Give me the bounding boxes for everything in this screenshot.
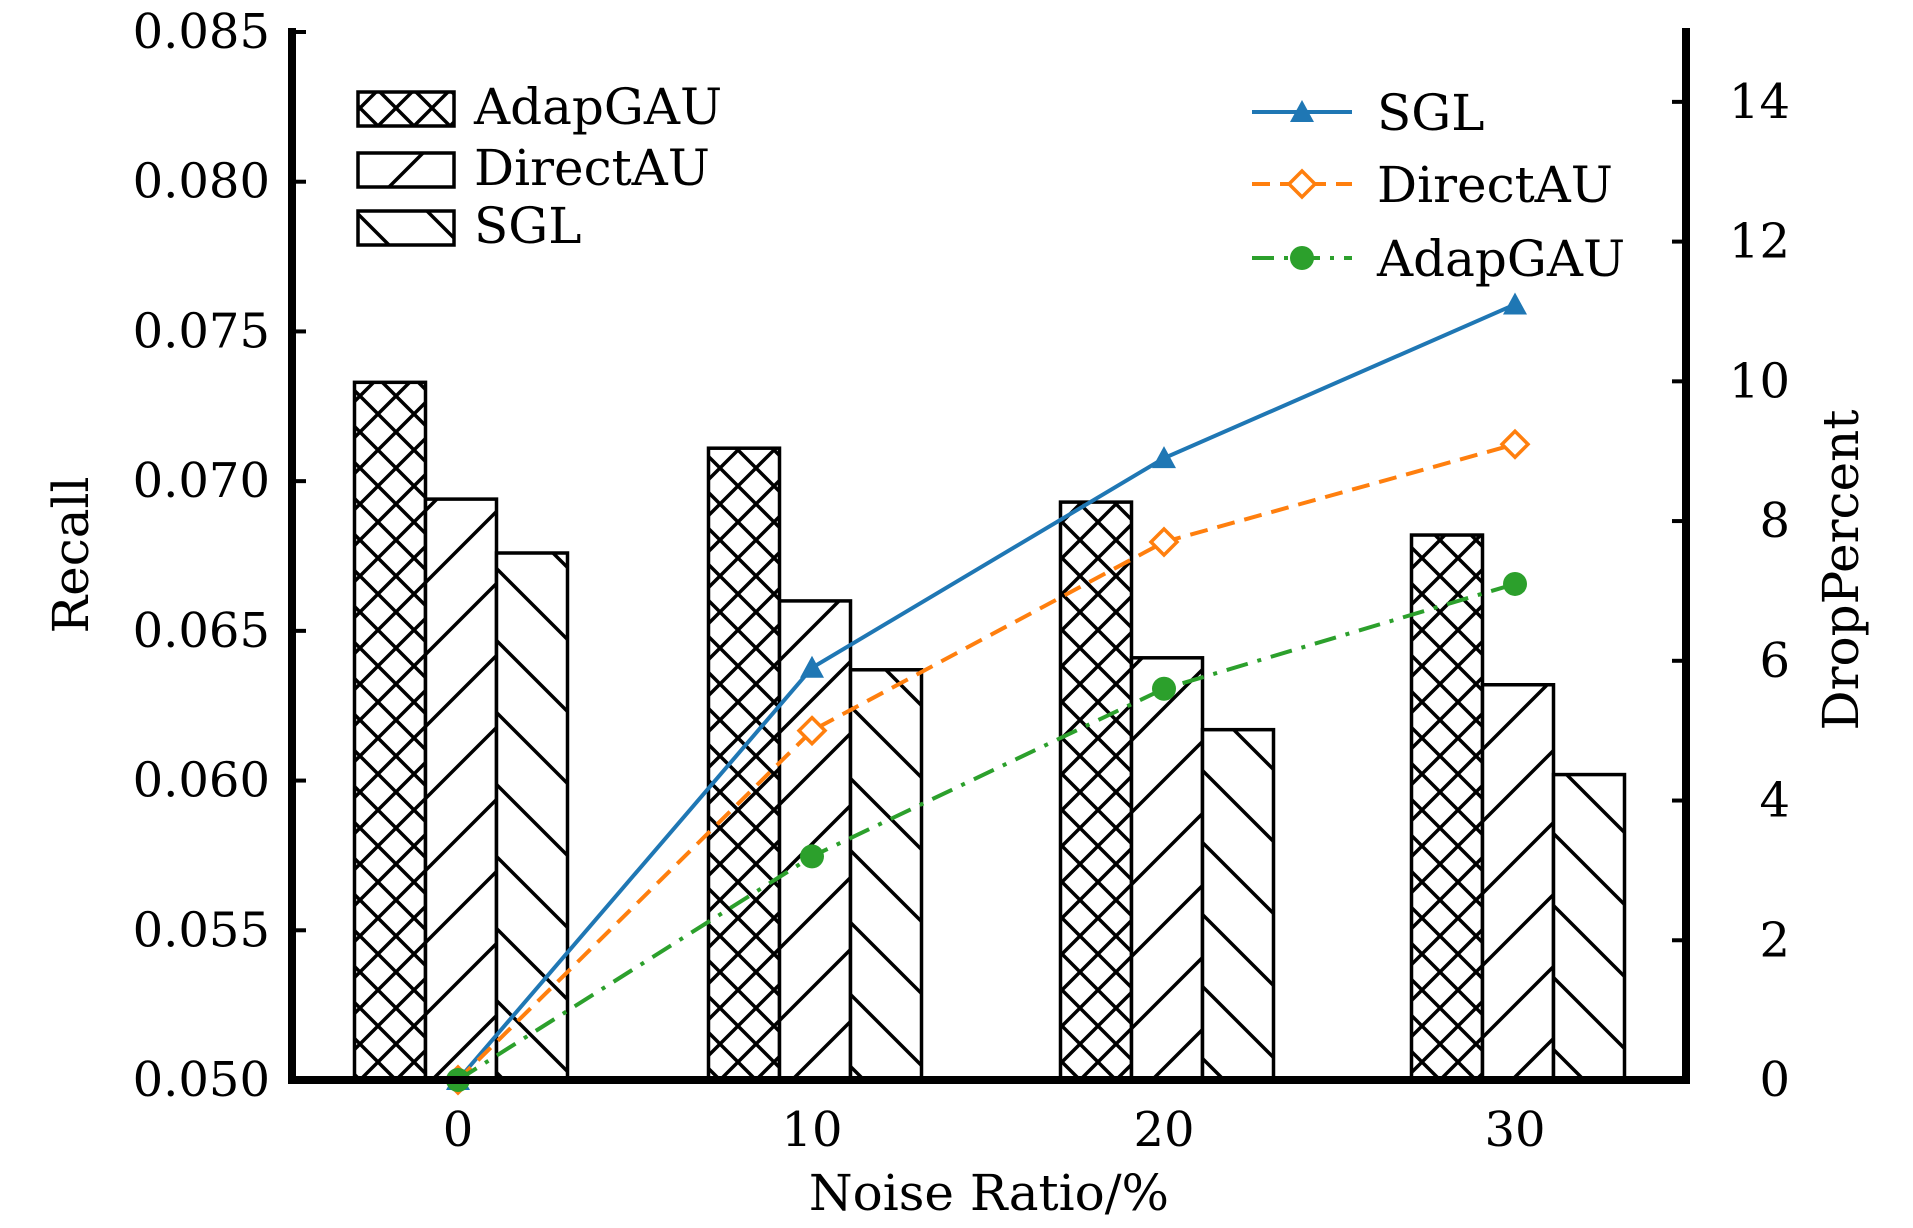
y2-axis-title: DropPercent — [1812, 410, 1870, 731]
marker-sgl-20 — [1152, 446, 1176, 469]
marker-directau-10 — [796, 715, 828, 747]
y-tick-label: 0.060 — [133, 753, 270, 809]
marker-adapgau-20 — [1152, 676, 1176, 701]
line-legend-label: SGL — [1377, 84, 1484, 142]
marker-sgl-30 — [1503, 292, 1527, 315]
line-legend: SGL DirectAU AdapGAU — [1252, 84, 1625, 288]
tick-labels-layer: 0.050 0.055 0.060 0.065 0.070 0.075 0.080 0.085… — [133, 4, 1790, 1158]
x-tick-label: 10 — [781, 1102, 842, 1158]
lines-layer — [442, 292, 1531, 1096]
bar-legend-swatch-sgl — [356, 209, 456, 247]
y2-tick-label: 6 — [1759, 633, 1790, 689]
line-legend-label: AdapGAU — [1376, 230, 1625, 288]
bar-legend-swatch-directau — [356, 151, 456, 189]
x-axis-title: Noise Ratio/% — [809, 1164, 1169, 1222]
y-tick-label: 0.075 — [133, 303, 270, 359]
bar-adapgau-10 — [706, 446, 782, 1082]
bar-adapgau-0 — [352, 380, 428, 1082]
bar-adapgau-20 — [1058, 500, 1134, 1082]
line-legend-label: DirectAU — [1377, 156, 1613, 214]
marker-directau-20 — [1148, 526, 1180, 558]
axes-layer — [288, 28, 1690, 1084]
y2-tick-label: 10 — [1729, 353, 1790, 409]
bar-adapgau-30 — [1409, 533, 1485, 1082]
x-tick-label: 30 — [1484, 1102, 1545, 1158]
bar-directau-20 — [1129, 656, 1205, 1082]
y-tick-label: 0.055 — [133, 902, 270, 958]
y2-tick-label: 12 — [1729, 214, 1790, 270]
y-tick-label: 0.050 — [133, 1052, 270, 1108]
bar-directau-30 — [1480, 683, 1556, 1082]
marker-directau-30 — [1499, 428, 1531, 460]
y-tick-label: 0.085 — [133, 4, 270, 60]
line-adapgau — [456, 582, 1516, 1082]
bar-sgl-10 — [848, 668, 924, 1082]
bar-legend-swatch-adapgau — [356, 90, 456, 128]
bar-legend-label: SGL — [474, 197, 581, 255]
bar-legend-label: AdapGAU — [473, 78, 722, 136]
line-legend-marker-sgl — [1290, 100, 1314, 122]
marker-adapgau-30 — [1503, 571, 1527, 596]
line-sgl — [456, 302, 1516, 1082]
x-tick-label: 0 — [443, 1102, 474, 1158]
y2-tick-label: 4 — [1759, 773, 1790, 829]
bars-layer — [352, 380, 1627, 1082]
y-tick-label: 0.070 — [133, 453, 270, 509]
bar-directau-10 — [777, 599, 853, 1082]
line-legend-marker-directau — [1286, 168, 1318, 200]
line-directau — [456, 442, 1516, 1082]
y-tick-label: 0.065 — [133, 603, 270, 659]
bar-legend-label: DirectAU — [474, 139, 710, 197]
y2-tick-label: 0 — [1759, 1052, 1790, 1108]
bar-directau-0 — [423, 497, 499, 1082]
bar-sgl-20 — [1200, 727, 1276, 1082]
marker-sgl-10 — [800, 655, 824, 678]
y-axis-title: Recall — [42, 476, 100, 633]
bar-sgl-0 — [494, 551, 570, 1082]
x-tick-label: 20 — [1133, 1102, 1194, 1158]
bar-sgl-30 — [1551, 772, 1627, 1082]
y2-tick-label: 14 — [1729, 74, 1790, 130]
y-tick-label: 0.080 — [133, 154, 270, 210]
y2-tick-label: 2 — [1759, 912, 1790, 968]
y2-tick-label: 8 — [1759, 493, 1790, 549]
line-legend-marker-adapgau — [1290, 246, 1314, 270]
marker-adapgau-10 — [800, 844, 824, 869]
